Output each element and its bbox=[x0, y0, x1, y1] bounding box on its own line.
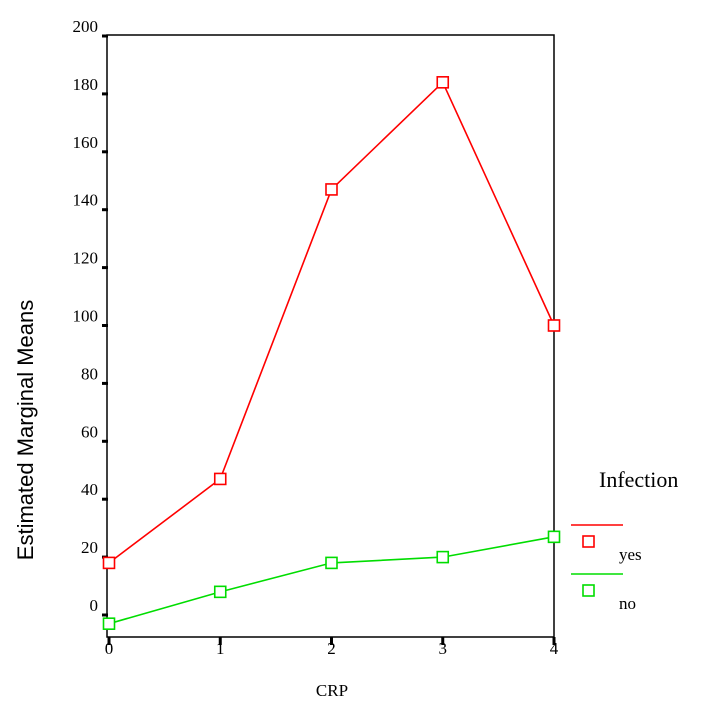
data-point-yes bbox=[436, 76, 450, 89]
series-line-yes bbox=[108, 80, 555, 564]
legend-title: Infection bbox=[599, 467, 678, 492]
y-tick-label: 120 bbox=[73, 249, 99, 268]
y-tick-label: 80 bbox=[81, 364, 98, 383]
y-tick-label: 40 bbox=[81, 480, 98, 499]
y-tick-label: 100 bbox=[73, 307, 99, 326]
y-axis-title: Estimated Marginal Means bbox=[13, 300, 38, 560]
x-tick-label: 2 bbox=[327, 639, 336, 658]
x-axis-title: CRP bbox=[316, 681, 348, 700]
data-point-no bbox=[325, 556, 338, 570]
legend-marker-yes bbox=[582, 535, 595, 548]
x-axis: 0 1 2 3 4 bbox=[105, 637, 559, 658]
data-point-yes bbox=[547, 319, 561, 332]
data-point-no bbox=[436, 550, 450, 564]
legend: yes no bbox=[571, 524, 642, 613]
x-tick-label: 1 bbox=[216, 639, 225, 658]
y-axis: 0 20 40 60 80 100 120 140 160 180 200 bbox=[73, 17, 108, 617]
y-tick-label: 60 bbox=[81, 422, 98, 441]
x-tick-label: 4 bbox=[550, 639, 559, 658]
y-tick-label: 200 bbox=[73, 17, 99, 36]
series-layer bbox=[102, 76, 561, 630]
data-point-no bbox=[213, 585, 227, 599]
y-tick-label: 140 bbox=[73, 191, 99, 210]
x-tick-label: 3 bbox=[439, 639, 448, 658]
y-tick-label: 0 bbox=[90, 596, 99, 615]
data-point-no bbox=[547, 530, 561, 544]
data-point-yes bbox=[102, 556, 116, 570]
y-tick-label: 180 bbox=[73, 75, 99, 94]
plot-frame bbox=[106, 34, 555, 638]
data-point-yes bbox=[213, 472, 227, 486]
legend-marker-no bbox=[582, 584, 595, 597]
y-tick-label: 160 bbox=[73, 133, 99, 152]
series-line-no bbox=[108, 536, 555, 625]
x-tick-label: 0 bbox=[105, 639, 114, 658]
legend-label-no: no bbox=[619, 594, 636, 613]
data-point-no bbox=[102, 617, 116, 630]
data-point-yes bbox=[325, 183, 338, 196]
legend-label-yes: yes bbox=[619, 545, 642, 564]
y-tick-label: 20 bbox=[81, 538, 98, 557]
